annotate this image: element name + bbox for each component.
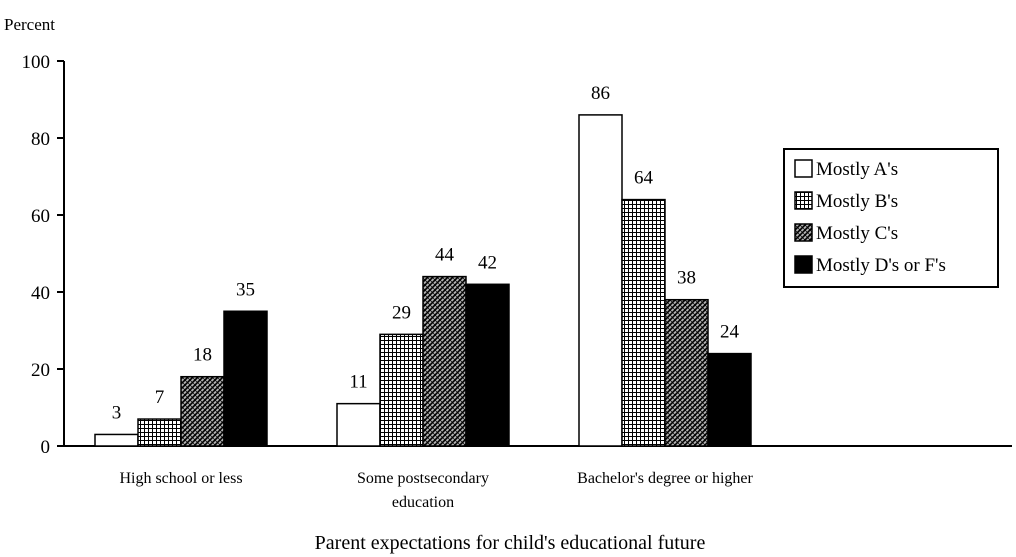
legend: Mostly A's Mostly B's Mostly C's Mostly D's… (783, 148, 999, 288)
data-label: 11 (349, 372, 367, 393)
data-label: 24 (720, 322, 740, 343)
x-tick-label: High school or less (119, 470, 242, 487)
data-label: 64 (634, 168, 654, 189)
y-tick-label: 0 (41, 437, 51, 458)
bar (223, 310, 268, 447)
category-labels: High school or less Some postsecondary edu… (119, 470, 753, 511)
data-label: 86 (591, 83, 610, 104)
x-tick-label: Some postsecondary (357, 470, 489, 487)
y-tick-label: 80 (31, 129, 50, 150)
data-label: 35 (236, 279, 255, 300)
legend-swatch (794, 191, 813, 210)
data-label: 38 (677, 268, 696, 289)
legend-swatch (794, 223, 813, 242)
legend-label: Mostly D's or F's (816, 255, 946, 276)
y-tick-label: 100 (22, 52, 51, 73)
bar (621, 198, 666, 447)
data-labels: 3 7 18 35 11 29 44 42 86 64 38 24 (112, 83, 740, 424)
bar (422, 275, 467, 447)
y-tick-label: 60 (31, 206, 50, 227)
legend-swatch (794, 255, 813, 274)
bar (578, 114, 623, 447)
data-label: 3 (112, 402, 122, 423)
x-axis-title: Parent expectations for child's educatio… (315, 532, 706, 554)
bar (180, 375, 225, 447)
bar (379, 333, 424, 447)
data-label: 18 (193, 345, 212, 366)
y-tick-label: 40 (31, 283, 50, 304)
data-label: 29 (392, 302, 411, 323)
legend-label: Mostly B's (816, 191, 898, 212)
data-label: 44 (435, 245, 455, 266)
x-tick-label: education (392, 494, 454, 511)
legend-label: Mostly A's (816, 159, 898, 180)
data-label: 42 (478, 252, 497, 273)
y-tick-label: 20 (31, 360, 50, 381)
bar (336, 402, 381, 447)
legend-label: Mostly C's (816, 223, 898, 244)
bar (664, 298, 709, 447)
y-axis-title: Percent (4, 15, 55, 34)
bar (465, 283, 510, 447)
bar (94, 433, 139, 447)
x-tick-label: Bachelor's degree or higher (577, 470, 753, 487)
bars (94, 114, 752, 447)
legend-swatch (794, 159, 813, 178)
legend-box (783, 148, 999, 288)
data-label: 7 (155, 387, 165, 408)
bar (707, 352, 752, 447)
bar (137, 418, 182, 447)
